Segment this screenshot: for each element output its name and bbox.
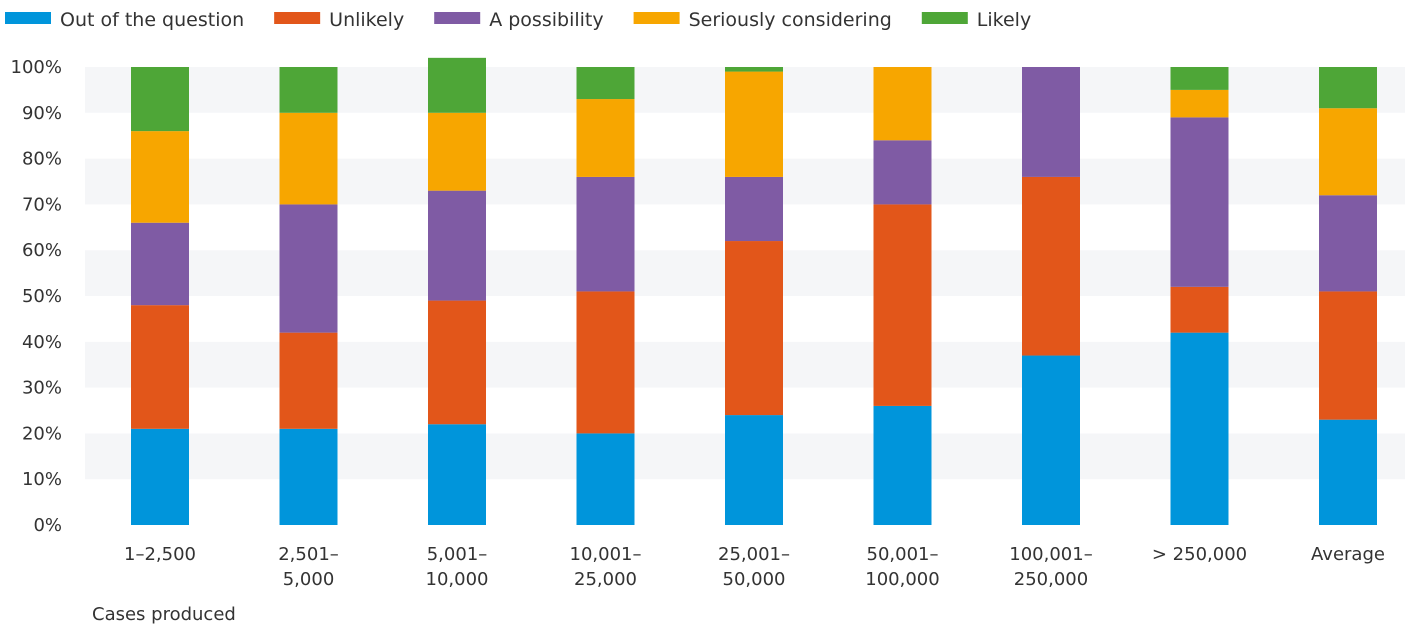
y-tick-label: 90% [22, 103, 62, 124]
y-tick-label: 30% [22, 378, 62, 399]
legend: Out of the question Unlikely A possibility… [5, 9, 1031, 31]
bar-segment [131, 428, 189, 525]
bar-segment [725, 241, 783, 416]
bar-segment [1022, 355, 1080, 525]
bar-segment [131, 67, 189, 132]
bar-segment [428, 424, 486, 525]
bar-segment [873, 204, 932, 406]
y-tick-label: 10% [22, 469, 62, 490]
bar-segment [1170, 332, 1229, 525]
bar-segment [576, 99, 635, 177]
bar-segment [279, 112, 338, 205]
legend-label: Likely [977, 9, 1031, 31]
x-tick-label: 2,501– 5,000 [278, 544, 339, 590]
bar-segment [428, 300, 486, 425]
bar-segment [279, 67, 338, 113]
y-axis-ticks: 0% 10% 20% 30% 40% 50% 60% 70% 80% 90% 100% [11, 57, 62, 536]
x-tick-label: > 250,000 [1152, 544, 1247, 565]
y-tick-label: 50% [22, 286, 62, 307]
y-tick-label: 20% [22, 423, 62, 444]
x-tick-label: 5,001– 10,000 [426, 544, 489, 590]
legend-swatch [434, 12, 481, 24]
legend-swatch [274, 12, 321, 24]
x-tick-label: 100,001– 250,000 [1009, 544, 1092, 590]
bar-segment [725, 415, 783, 525]
legend-label: A possibility [489, 9, 603, 31]
bar-segment [576, 176, 635, 292]
bar-segment [725, 67, 783, 72]
legend-label: Unlikely [329, 9, 404, 31]
bar-segment [1022, 67, 1080, 177]
bar-segment [1022, 176, 1080, 356]
y-tick-label: 0% [33, 515, 62, 536]
bar-segment [131, 305, 189, 429]
y-tick-label: 80% [22, 149, 62, 170]
y-tick-label: 60% [22, 240, 62, 261]
legend-label: Out of the question [60, 9, 244, 31]
bar-segment [873, 67, 932, 141]
x-tick-label: 10,001– 25,000 [570, 544, 642, 590]
bar-segment [1319, 291, 1377, 420]
x-tick-label: Average [1311, 544, 1385, 565]
bar-segment [1170, 89, 1229, 118]
x-axis-label: Cases produced [92, 604, 236, 625]
legend-swatch [5, 12, 51, 24]
legend-swatch [633, 12, 680, 24]
bar-segment [1170, 67, 1229, 90]
bar-segment [279, 428, 338, 525]
bar-segment [873, 405, 932, 525]
bar-segment [1170, 117, 1229, 287]
bar-segment [279, 204, 338, 333]
bar-segment [873, 140, 932, 205]
y-tick-label: 100% [11, 57, 62, 78]
x-tick-label: 25,001– 50,000 [718, 544, 790, 590]
bar-segment [576, 67, 635, 100]
x-tick-label: 50,001– 100,000 [865, 544, 939, 590]
bar-segment [576, 291, 635, 434]
bar-segment [576, 433, 635, 525]
bar-segment [428, 112, 486, 191]
bar-segment [131, 131, 189, 223]
legend-label: Seriously considering [689, 9, 892, 31]
bar-segment [1319, 108, 1377, 196]
bar-segment [1319, 195, 1377, 292]
bar-segment [428, 190, 486, 301]
bar-segment [725, 176, 783, 242]
x-tick-label: 1–2,500 [124, 544, 196, 565]
y-tick-label: 40% [22, 332, 62, 353]
bar-segment [131, 222, 189, 306]
bars [131, 57, 1377, 525]
bar-segment [1319, 419, 1377, 525]
x-axis-ticks: 1–2,500 2,501– 5,000 5,001– 10,000 10,001– 25,… [124, 544, 1385, 590]
bar-segment [279, 332, 338, 429]
y-tick-label: 70% [22, 194, 62, 215]
bar-segment [1319, 67, 1377, 109]
bar-segment [725, 71, 783, 177]
bar-segment [1170, 286, 1229, 333]
legend-swatch [921, 12, 968, 24]
bar-segment [428, 57, 486, 113]
